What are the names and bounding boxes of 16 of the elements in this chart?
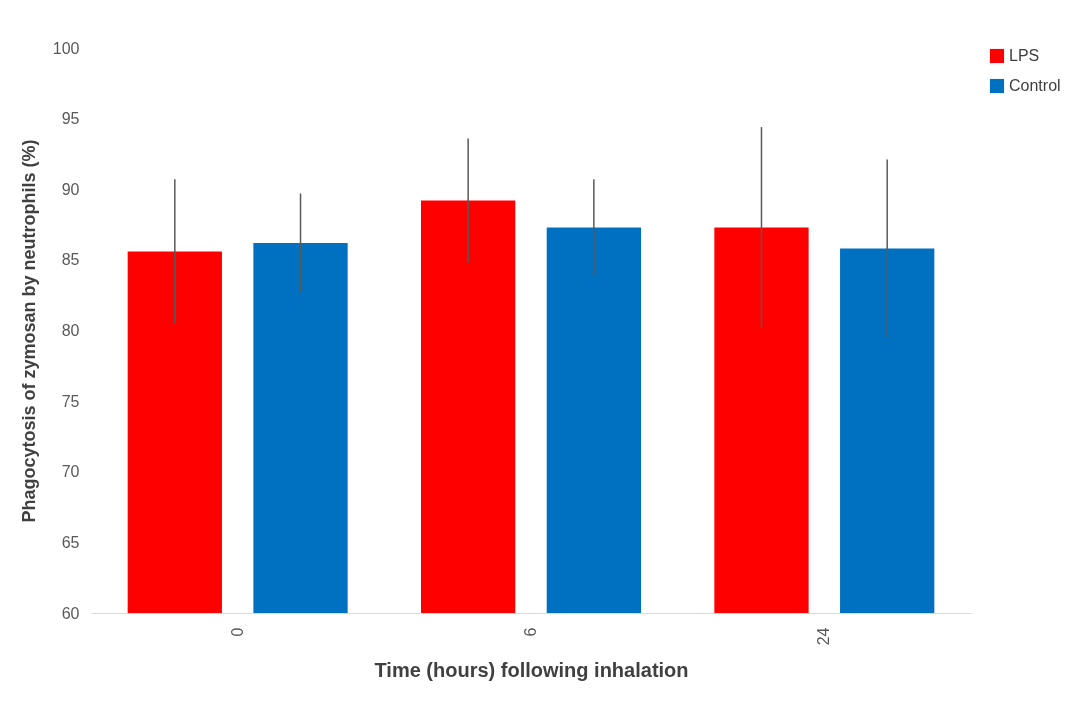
y-tick-label: 65: [61, 533, 80, 551]
legend-label: Control: [1009, 77, 1061, 94]
y-tick-label: 100: [52, 39, 80, 57]
y-tick-label: 90: [61, 180, 80, 198]
y-tick-label: 85: [61, 251, 80, 269]
x-tick-label: 6: [522, 627, 539, 637]
y-tick-label: 70: [61, 463, 80, 481]
x-tick-label: 24: [815, 627, 833, 646]
legend-label: LPS: [1009, 47, 1040, 64]
x-axis-title: Time (hours) following inhalation: [374, 659, 689, 682]
y-axis-title: Phagocytosis of zymosan by neutrophils (%): [18, 139, 39, 523]
y-tick-label: 75: [61, 392, 80, 410]
y-tick-label: 95: [61, 110, 80, 128]
y-tick-label: 80: [61, 322, 80, 339]
x-tick-label: 0: [228, 627, 246, 637]
y-tick-label: 60: [61, 604, 80, 622]
